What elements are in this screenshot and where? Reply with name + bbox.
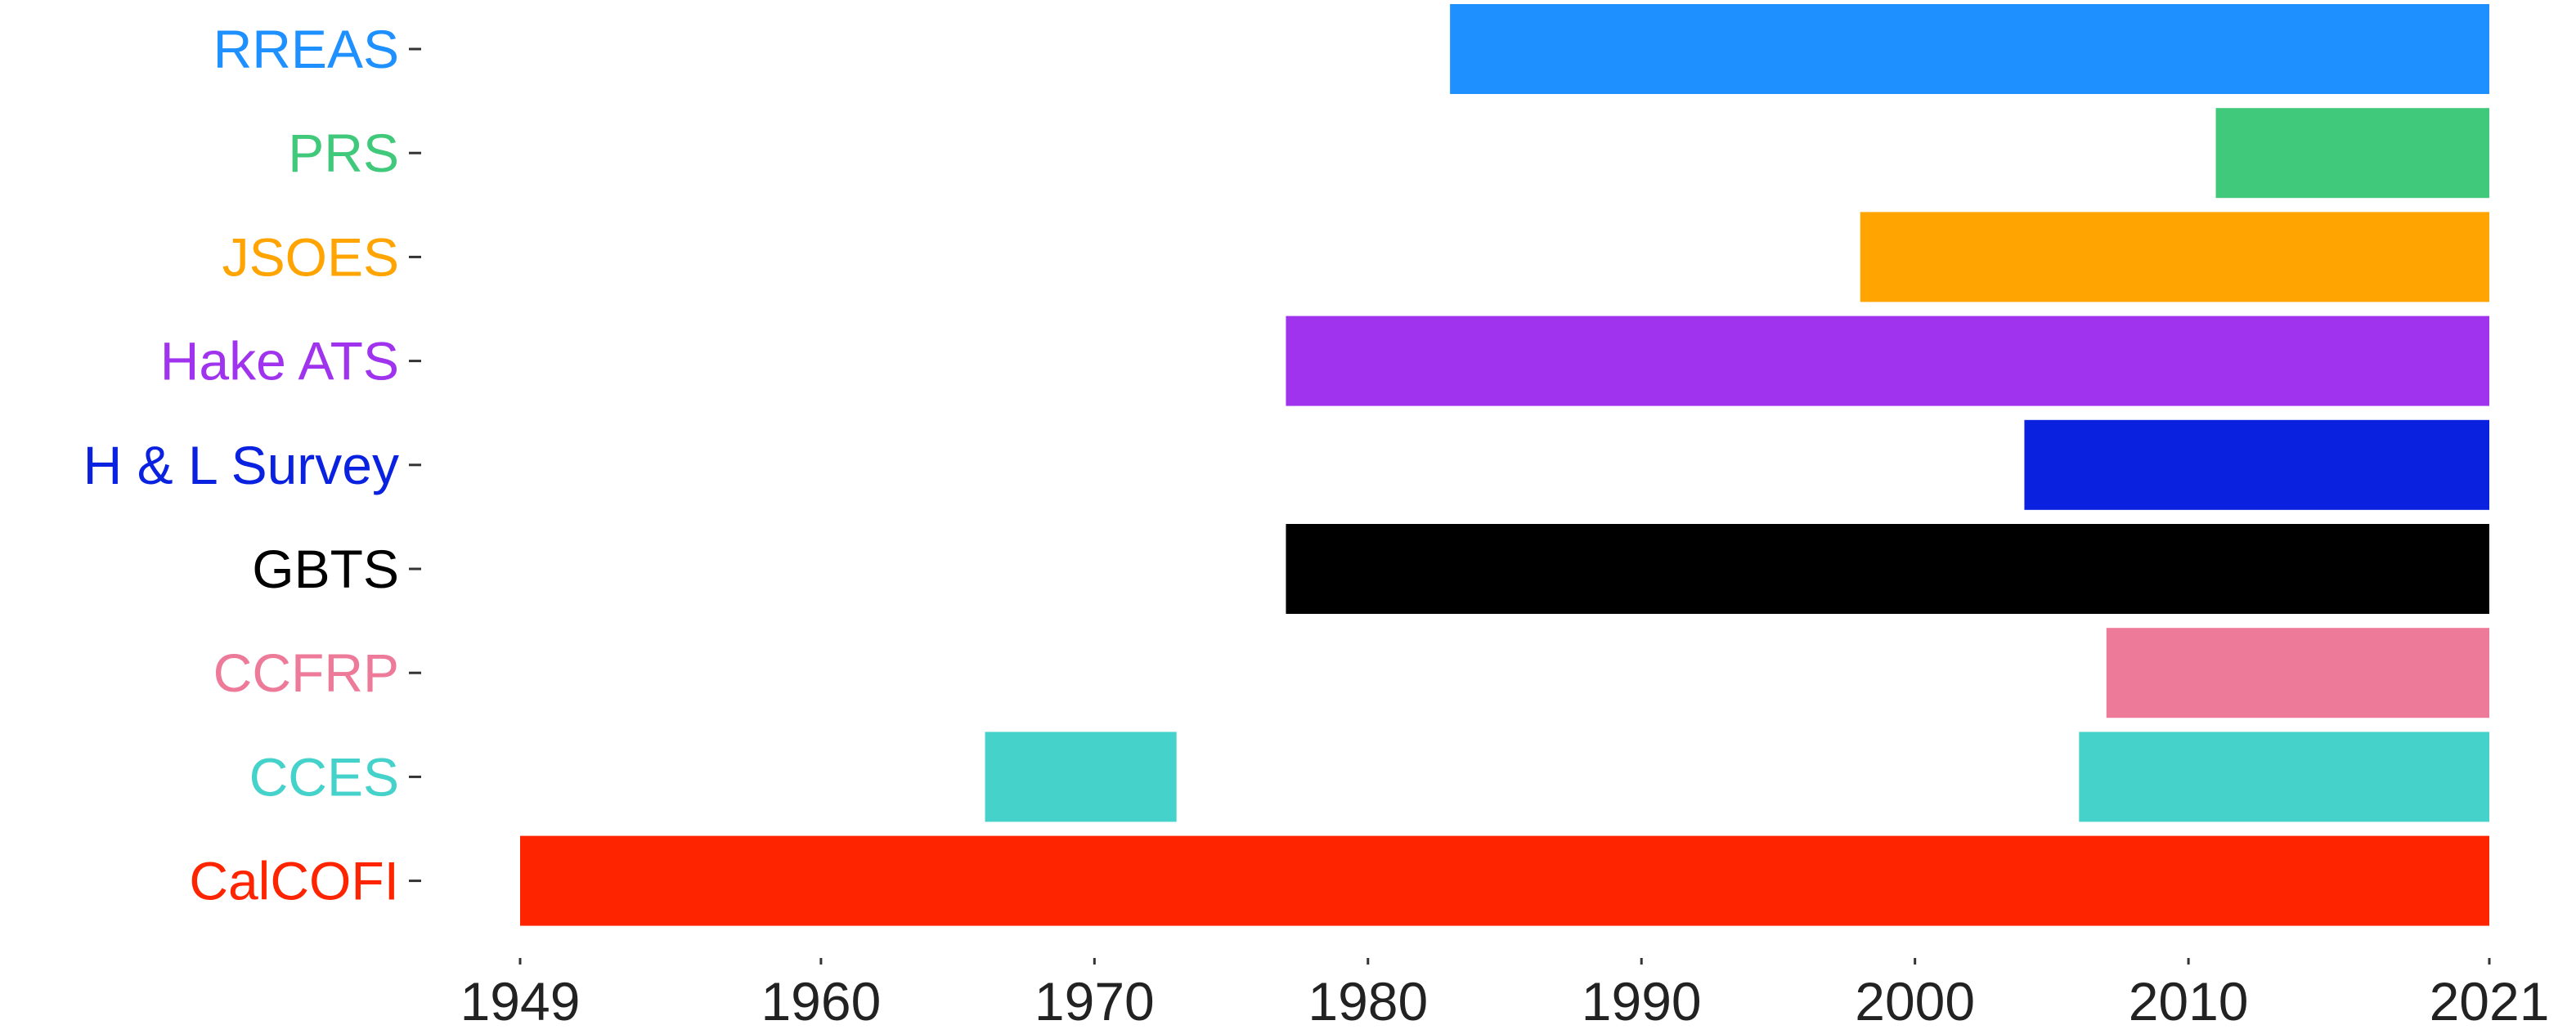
category-label-ccfrp: CCFRP	[213, 642, 399, 703]
x-tick-label-2021: 2021	[2430, 971, 2550, 1032]
category-label-cces: CCES	[249, 746, 399, 807]
category-label-gbts: GBTS	[252, 539, 399, 599]
x-tick-label-1970: 1970	[1034, 971, 1155, 1032]
category-label-h-l-survey: H & L Survey	[83, 435, 399, 495]
bar-cces-2	[2079, 732, 2489, 822]
bars-layer	[520, 4, 2489, 926]
bar-ccfrp-1	[2106, 628, 2489, 718]
x-tick-label-1949: 1949	[460, 971, 581, 1032]
x-axis: 1949 1960 1970 1980 1990 2000 2010 2021	[460, 958, 2550, 1032]
category-label-hake-ats: Hake ATS	[160, 331, 399, 392]
bar-hake-ats-1	[1286, 316, 2489, 406]
x-tick-label-1960: 1960	[761, 971, 881, 1032]
category-label-rreas: RREAS	[213, 19, 399, 79]
bar-gbts-1	[1286, 524, 2489, 614]
bar-h-l-survey-1	[2024, 419, 2489, 510]
x-tick-label-1980: 1980	[1308, 971, 1428, 1032]
category-labels: RREAS PRS JSOES Hake ATS H & L Survey GBTS CCF…	[83, 19, 421, 911]
x-tick-label-2000: 2000	[1855, 971, 1975, 1032]
x-tick-label-2010: 2010	[2129, 971, 2249, 1032]
bar-prs-1	[2215, 108, 2489, 199]
bar-rreas-1	[1450, 4, 2489, 94]
category-label-calcofi: CalCOFI	[189, 851, 399, 911]
bar-calcofi-1	[520, 835, 2489, 926]
x-tick-label-1990: 1990	[1582, 971, 1702, 1032]
bar-cces-1	[985, 732, 1177, 822]
bar-jsoes-1	[1860, 212, 2489, 302]
category-label-prs: PRS	[288, 123, 399, 183]
category-label-jsoes: JSOES	[222, 226, 399, 287]
